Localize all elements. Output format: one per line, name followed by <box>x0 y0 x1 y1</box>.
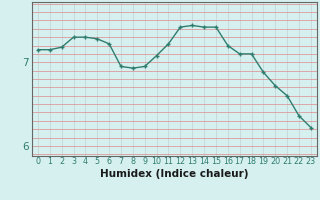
X-axis label: Humidex (Indice chaleur): Humidex (Indice chaleur) <box>100 169 249 179</box>
